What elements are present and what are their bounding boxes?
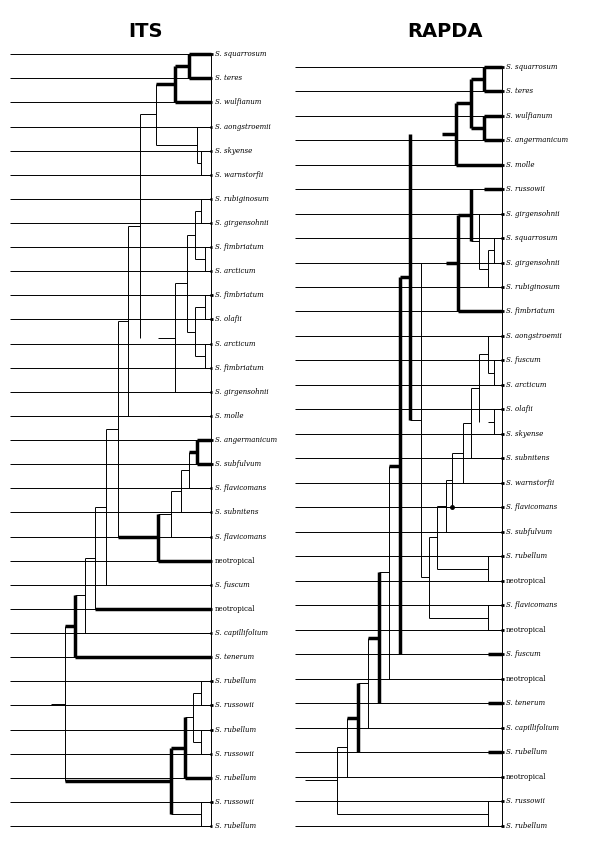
Text: S. rubiginosum: S. rubiginosum [215, 195, 269, 203]
Text: S. girgensohnii: S. girgensohnii [215, 219, 269, 227]
Text: S. russowii: S. russowii [215, 701, 253, 710]
Text: S. russowii: S. russowii [506, 797, 545, 805]
Text: S. teres: S. teres [215, 74, 242, 82]
Text: S. arcticum: S. arcticum [506, 381, 547, 389]
Text: S. rubiginosum: S. rubiginosum [506, 283, 560, 291]
Text: S. skyense: S. skyense [506, 430, 543, 438]
Text: S. fimbriatum: S. fimbriatum [215, 243, 264, 251]
Text: S. fuscum: S. fuscum [215, 581, 250, 589]
Text: S. olafii: S. olafii [506, 405, 533, 413]
Text: S. flavicomans: S. flavicomans [506, 601, 557, 609]
Text: S. flavicomans: S. flavicomans [506, 503, 557, 512]
Text: S. tenerum: S. tenerum [506, 700, 545, 707]
Text: S. warnstorfii: S. warnstorfii [215, 171, 263, 178]
Text: S. angermanicum: S. angermanicum [215, 436, 277, 444]
Text: S. russowii: S. russowii [506, 185, 545, 193]
Text: S. rubellum: S. rubellum [215, 726, 256, 734]
Text: S. squarrosum: S. squarrosum [215, 50, 266, 58]
Text: S. russowii: S. russowii [215, 750, 253, 757]
Text: S. molle: S. molle [215, 412, 243, 420]
Text: S. fimbriatum: S. fimbriatum [215, 364, 264, 371]
Text: S. girgensohnii: S. girgensohnii [215, 388, 269, 396]
Text: S. squarrosum: S. squarrosum [506, 234, 558, 242]
Text: neotropical: neotropical [506, 577, 546, 585]
Text: S. rubellum: S. rubellum [215, 774, 256, 782]
Text: S. fimbriatum: S. fimbriatum [506, 308, 555, 315]
Text: S. teres: S. teres [506, 87, 533, 95]
Text: S. olafii: S. olafii [215, 315, 241, 324]
Text: S. rubellum: S. rubellum [506, 552, 548, 560]
Text: S. arcticum: S. arcticum [215, 267, 255, 275]
Text: S. arcticum: S. arcticum [215, 340, 255, 348]
Text: S. molle: S. molle [506, 161, 535, 168]
Text: S. wulfianum: S. wulfianum [215, 99, 261, 106]
Text: S. capillifolium: S. capillifolium [215, 629, 268, 637]
Title: RAPDA: RAPDA [407, 22, 482, 41]
Text: S. flavicomans: S. flavicomans [215, 484, 266, 492]
Text: S. tenerum: S. tenerum [215, 653, 254, 661]
Text: S. warnstorfii: S. warnstorfii [506, 479, 554, 487]
Text: neotropical: neotropical [215, 605, 255, 613]
Text: S. aongstroemii: S. aongstroemii [506, 332, 562, 340]
Text: S. fimbriatum: S. fimbriatum [215, 292, 264, 299]
Text: S. aongstroemii: S. aongstroemii [215, 122, 270, 131]
Text: neotropical: neotropical [506, 773, 546, 781]
Text: neotropical: neotropical [215, 557, 255, 564]
Text: S. subnitens: S. subnitens [506, 455, 550, 462]
Text: S. rubellum: S. rubellum [506, 748, 548, 756]
Text: S. angermanicum: S. angermanicum [506, 136, 568, 144]
Text: S. subfulvum: S. subfulvum [215, 460, 261, 468]
Text: S. girgensohnii: S. girgensohnii [506, 210, 560, 218]
Text: S. rubellum: S. rubellum [215, 677, 256, 685]
Text: neotropical: neotropical [506, 626, 546, 634]
Text: S. girgensohnii: S. girgensohnii [506, 258, 560, 267]
Text: S. subnitens: S. subnitens [215, 508, 258, 517]
Text: S. capillifolium: S. capillifolium [506, 724, 559, 732]
Text: S. rubellum: S. rubellum [506, 822, 548, 830]
Text: S. wulfianum: S. wulfianum [506, 111, 552, 120]
Text: S. skyense: S. skyense [215, 147, 252, 155]
Text: S. russowii: S. russowii [215, 798, 253, 806]
Text: S. flavicomans: S. flavicomans [215, 533, 266, 541]
Text: S. subfulvum: S. subfulvum [506, 528, 552, 536]
Text: neotropical: neotropical [506, 675, 546, 683]
Text: S. squarrosum: S. squarrosum [506, 63, 558, 71]
Text: S. fuscum: S. fuscum [506, 650, 541, 659]
Text: S. fuscum: S. fuscum [506, 356, 541, 365]
Title: ITS: ITS [128, 22, 163, 41]
Text: S. rubellum: S. rubellum [215, 822, 256, 830]
